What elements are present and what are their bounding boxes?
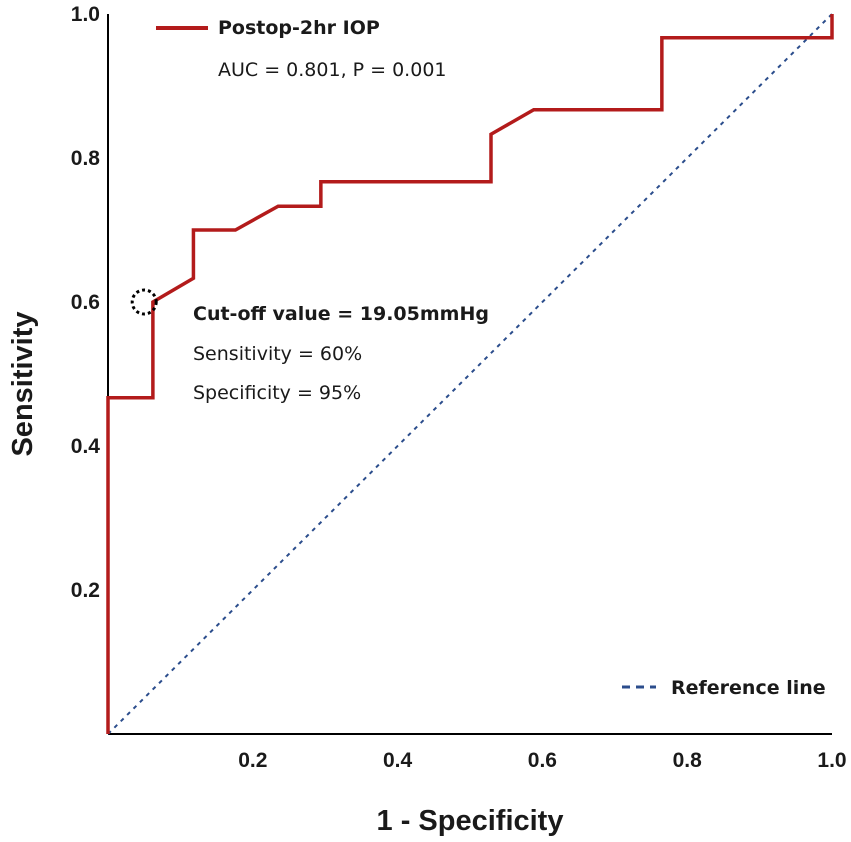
y-tick-label: 0.6: [71, 291, 100, 314]
y-tick-labels: 0.2 0.4 0.6 0.8 1.0: [71, 3, 101, 602]
legend-reference-label: Reference line: [671, 677, 826, 699]
cutoff-specificity: Specificity = 95%: [193, 382, 361, 404]
series-layer: [106, 13, 834, 735]
y-tick-label: 0.2: [71, 579, 100, 602]
cutoff-annotation: Cut-off value = 19.05mmHg Sensitivity = …: [193, 303, 489, 404]
y-tick-label: 1.0: [71, 3, 100, 26]
x-tick-label: 0.2: [238, 749, 267, 772]
y-axis-title: Sensitivity: [7, 311, 39, 456]
x-tick-label: 0.8: [673, 749, 703, 772]
cutoff-title: Cut-off value = 19.05mmHg: [193, 303, 489, 325]
x-tick-labels: 0.2 0.4 0.6 0.8 1.0: [238, 749, 846, 772]
roc-curve-line: [106, 14, 834, 734]
legend: Postop-2hr IOP AUC = 0.801, P = 0.001: [156, 17, 447, 81]
x-axis-title: 1 - Specificity: [377, 805, 564, 837]
auc-annotation: AUC = 0.801, P = 0.001: [218, 59, 447, 81]
cutoff-sensitivity: Sensitivity = 60%: [193, 343, 362, 365]
y-tick-label: 0.8: [71, 147, 101, 170]
reference-legend: Reference line: [622, 677, 826, 699]
cutoff-point-marker: [130, 288, 158, 316]
x-tick-label: 0.6: [528, 749, 557, 772]
reference-line: [107, 13, 833, 735]
legend-roc-label: Postop-2hr IOP: [218, 17, 380, 39]
x-tick-label: 0.4: [383, 749, 413, 772]
y-tick-label: 0.4: [71, 435, 101, 458]
x-tick-label: 1.0: [817, 749, 846, 772]
